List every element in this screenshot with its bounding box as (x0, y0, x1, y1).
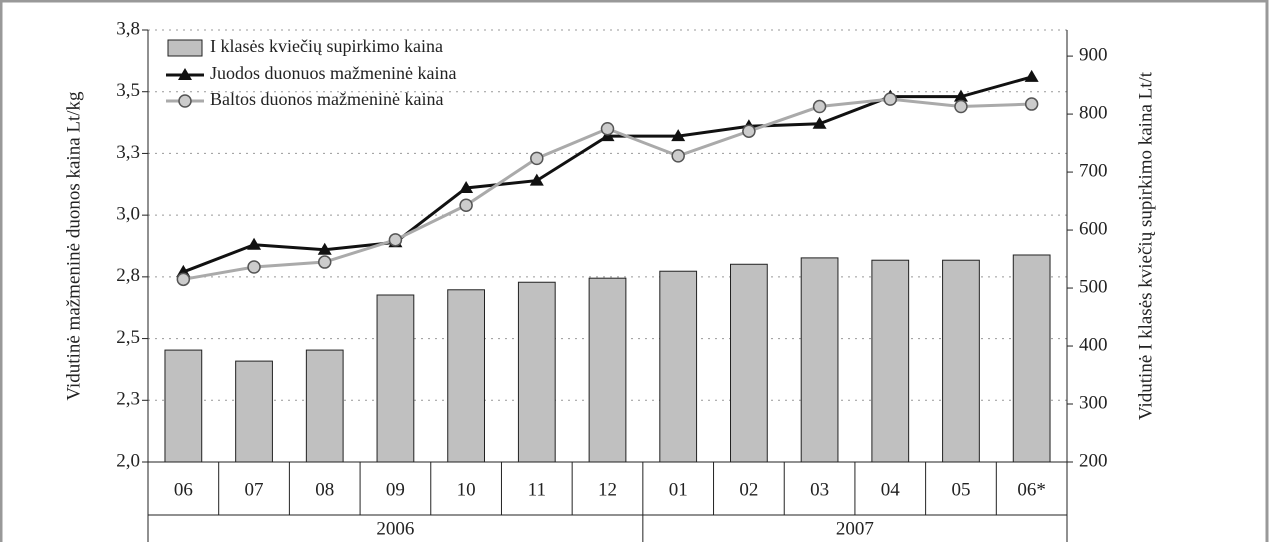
legend-label: Juodos duonuos mažmeninė kaina (210, 63, 456, 83)
legend-swatch (167, 39, 203, 57)
y2-axis-label: Vidutinė I klasės kviečių supirkimo kain… (1135, 71, 1156, 420)
y2-tick-label: 300 (1079, 392, 1108, 413)
x-tick-label: 04 (881, 479, 901, 500)
y2-tick-label: 900 (1079, 44, 1108, 65)
marker (530, 151, 544, 166)
y2-tick-label: 500 (1079, 276, 1108, 297)
x-tick-label: 01 (669, 479, 688, 500)
y-tick-label: 3,8 (116, 18, 140, 39)
legend-marker (178, 94, 192, 108)
marker (812, 99, 827, 114)
x-tick-label: 06* (1017, 479, 1046, 500)
y-tick-label: 3,0 (116, 204, 140, 225)
x-tick-label: 05 (951, 479, 970, 500)
marker (459, 198, 473, 213)
x-tick-label: 12 (598, 479, 617, 500)
bar (588, 277, 627, 463)
marker (600, 121, 615, 136)
x-tick-label: 11 (528, 479, 546, 500)
marker (317, 242, 332, 255)
bar (235, 360, 273, 463)
y-tick-label: 2,0 (116, 450, 140, 471)
marker (529, 173, 544, 186)
bar (164, 349, 203, 463)
bar (447, 289, 485, 463)
y2-tick-label: 800 (1079, 102, 1108, 123)
legend-label: I klasės kviečių supirkimo kaina (210, 36, 443, 56)
legend-marker (178, 68, 192, 80)
x-tick-label: 07 (245, 479, 264, 500)
marker (671, 129, 686, 142)
bar (871, 259, 910, 463)
x-tick-label: 08 (315, 479, 334, 500)
x-tick-label: 09 (386, 479, 405, 500)
y-tick-label: 2,5 (116, 327, 140, 348)
marker (1024, 97, 1039, 111)
marker (459, 180, 474, 193)
x-tick-label: 06 (174, 479, 193, 500)
bar (800, 257, 839, 463)
marker (388, 233, 403, 247)
marker (247, 237, 262, 250)
y-tick-label: 2,3 (116, 389, 140, 410)
y2-tick-label: 600 (1079, 218, 1108, 239)
bar (659, 270, 698, 463)
y-tick-label: 2,8 (116, 265, 140, 286)
marker (176, 272, 191, 287)
marker (247, 260, 261, 274)
marker (953, 89, 968, 102)
legend-label: Baltos duonos mažmeninė kaina (210, 89, 443, 109)
bar (517, 281, 556, 463)
bar (376, 294, 415, 463)
bar (305, 349, 344, 463)
bar (1012, 254, 1051, 463)
y-tick-label: 3,3 (116, 142, 140, 163)
x-tick-label: 03 (810, 479, 829, 500)
y-tick-label: 3,5 (116, 80, 140, 101)
marker (883, 92, 898, 106)
marker (954, 99, 968, 114)
marker (812, 116, 827, 129)
x-tick-label: 02 (739, 479, 758, 500)
bar (942, 259, 980, 463)
x-group-label: 2006 (376, 518, 414, 539)
marker (1024, 69, 1039, 82)
marker (317, 255, 332, 269)
x-group-label: 2007 (836, 518, 874, 539)
x-tick-label: 10 (457, 479, 476, 500)
bar (730, 263, 768, 463)
y2-tick-label: 400 (1079, 334, 1108, 355)
y-axis-label: Vidutinė mažmeninė duonos kaina Lt/kg (63, 91, 84, 401)
y2-tick-label: 200 (1079, 450, 1108, 471)
marker (742, 124, 756, 138)
marker (671, 149, 685, 163)
y2-tick-label: 700 (1079, 160, 1108, 181)
